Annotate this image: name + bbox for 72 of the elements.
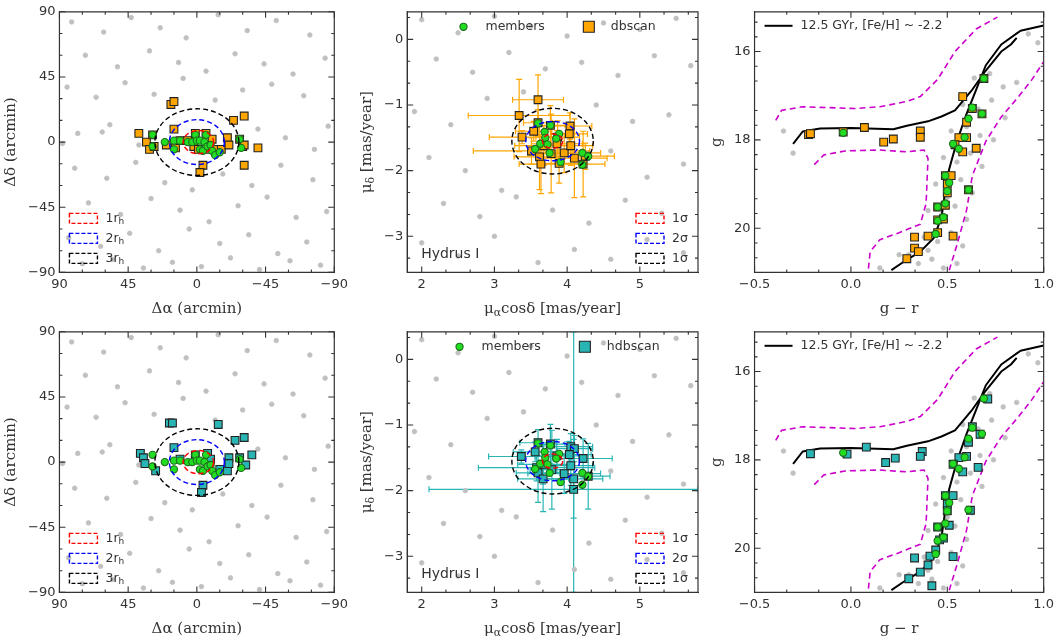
annotation: 1σ: [672, 529, 688, 545]
y-tick-label: 90: [38, 323, 56, 339]
y-tick-label: 16: [734, 42, 751, 58]
y-tick-label: 45: [38, 68, 56, 84]
annotation: 2σ: [672, 549, 688, 565]
x-tick-label: 1.0: [1033, 275, 1055, 291]
x-tick-label: 45: [119, 275, 137, 291]
x-tick-label: 3: [490, 595, 499, 611]
x-tick-label: 4: [562, 275, 572, 291]
y-axis-title: g: [706, 456, 725, 467]
annotation: 1σ: [672, 249, 688, 265]
y-axis-title: Δδ (arcmin): [0, 417, 19, 507]
x-tick-label: 0.5: [936, 275, 958, 291]
y-tick-label: −2: [383, 162, 404, 178]
y-axis-title: μδ [mas/year]: [356, 91, 378, 194]
x-tick-label: 0.0: [840, 275, 862, 291]
legend-label: hdbscan: [606, 338, 660, 354]
y-tick-label: 0: [47, 133, 56, 149]
x-tick-label: −90: [320, 595, 348, 611]
x-tick-label: 5: [635, 275, 644, 291]
legend-label: dbscan: [610, 18, 656, 34]
y-axis-title: Δδ (arcmin): [0, 97, 19, 187]
x-tick-label: 5: [635, 595, 644, 611]
x-tick-label: −90: [320, 275, 348, 291]
annotation: Hydrus I: [421, 565, 480, 582]
x-tick-label: 0: [192, 275, 201, 291]
y-tick-label: −90: [28, 583, 56, 599]
x-tick-label: −0.5: [738, 275, 771, 291]
x-tick-label: 45: [119, 595, 137, 611]
y-tick-label: 0: [394, 350, 404, 366]
y-tick-label: 45: [38, 388, 56, 404]
y-tick-label: −45: [28, 198, 56, 214]
y-tick-label: 0: [394, 30, 404, 46]
x-tick-label: 4: [562, 595, 572, 611]
x-tick-label: 2: [417, 595, 426, 611]
y-axis-title: g: [706, 136, 725, 147]
y-axis-title: μδ [mas/year]: [356, 411, 378, 514]
legend-label: 12.5 GYr, [Fe/H] ~ -2.2: [800, 17, 943, 33]
annotation: Hydrus I: [421, 245, 480, 262]
x-axis-title: g − r: [879, 298, 920, 317]
annotation: 1σ: [672, 569, 688, 585]
y-tick-label: 16: [734, 362, 751, 378]
y-tick-label: −45: [28, 518, 56, 534]
x-tick-label: 0.0: [840, 595, 862, 611]
y-tick-label: 20: [734, 539, 751, 555]
x-tick-label: 0: [192, 595, 201, 611]
legend-label: 12.5 GYr, [Fe/H] ~ -2.2: [800, 337, 943, 353]
y-tick-label: −3: [383, 547, 404, 563]
legend-label: members: [485, 18, 545, 34]
y-tick-label: 90: [38, 3, 56, 19]
x-tick-label: 3: [490, 275, 499, 291]
y-tick-label: −3: [383, 227, 404, 243]
x-tick-label: −0.5: [738, 595, 771, 611]
y-tick-label: −90: [28, 263, 56, 279]
y-tick-label: 18: [734, 451, 751, 467]
y-tick-label: −2: [383, 482, 404, 498]
annotation: 1σ: [672, 209, 688, 225]
y-tick-label: 18: [734, 131, 751, 147]
y-tick-label: 0: [47, 453, 56, 469]
x-tick-label: 2: [417, 275, 426, 291]
x-axis-title: Δα (arcmin): [151, 298, 243, 317]
annotation: 2σ: [672, 229, 688, 245]
legend-label: members: [481, 338, 541, 354]
x-tick-label: −45: [251, 595, 280, 611]
x-axis-title: Δα (arcmin): [151, 618, 243, 637]
y-tick-label: −1: [383, 416, 404, 432]
x-axis-title: g − r: [879, 618, 920, 637]
x-tick-label: 1.0: [1033, 595, 1055, 611]
x-tick-label: −45: [251, 275, 280, 291]
y-tick-label: −1: [383, 96, 404, 112]
x-tick-label: 0.5: [936, 595, 958, 611]
y-tick-label: 20: [734, 219, 751, 235]
